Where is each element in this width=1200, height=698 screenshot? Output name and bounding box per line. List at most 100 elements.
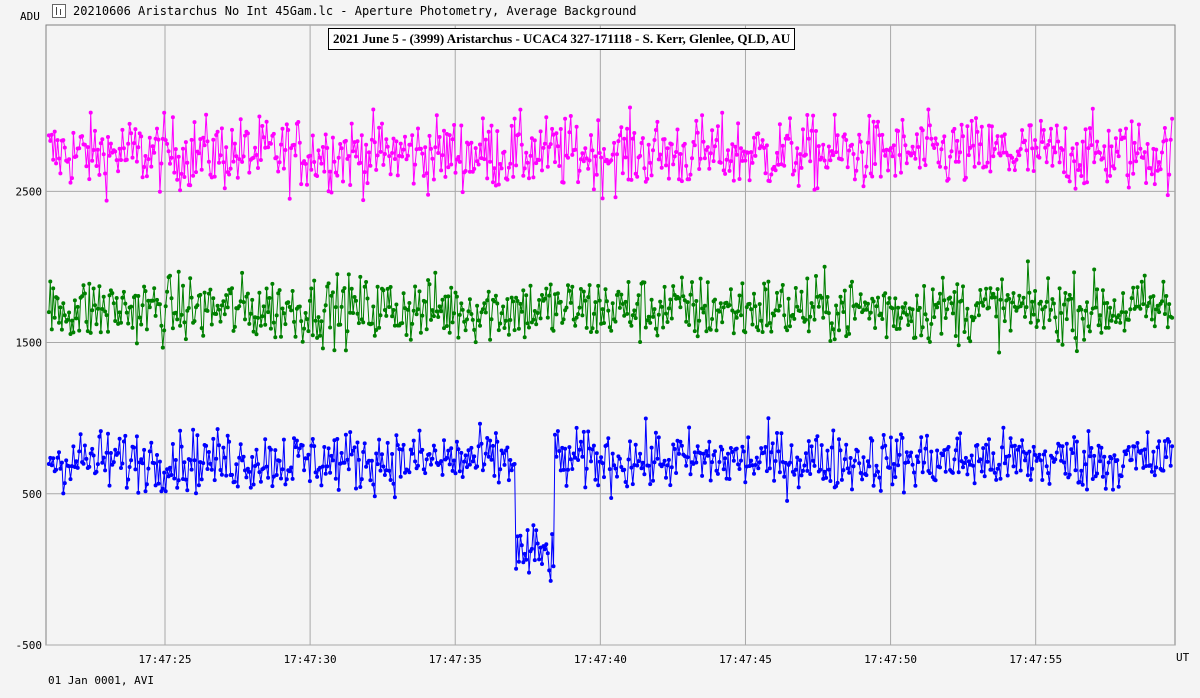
data-point: [121, 146, 126, 151]
data-point: [192, 458, 197, 463]
data-point: [613, 466, 618, 471]
data-point: [168, 273, 172, 278]
data-point: [1030, 146, 1035, 151]
data-point: [545, 315, 550, 320]
data-point: [769, 329, 774, 334]
data-point: [619, 465, 624, 469]
data-point: [413, 459, 418, 464]
data-point: [883, 291, 888, 296]
data-point: [720, 110, 725, 115]
data-point: [293, 445, 298, 450]
data-point: [413, 284, 418, 289]
data-point: [610, 301, 615, 306]
data-point: [499, 166, 504, 171]
data-point: [163, 138, 168, 143]
data-point: [391, 481, 396, 486]
data-point: [695, 130, 700, 135]
data-point: [1116, 154, 1121, 159]
data-point: [1102, 454, 1107, 459]
data-point: [678, 305, 683, 310]
data-point: [315, 174, 320, 178]
data-point: [698, 276, 703, 281]
data-point: [132, 445, 136, 450]
data-point: [1124, 310, 1128, 315]
data-point: [576, 312, 581, 317]
data-point: [498, 467, 503, 472]
data-point: [146, 157, 151, 162]
data-point: [545, 164, 550, 169]
data-point: [838, 448, 843, 453]
data-point: [1106, 460, 1111, 465]
data-point: [815, 434, 820, 439]
data-point: [1077, 163, 1082, 168]
data-point: [1023, 458, 1027, 463]
data-point: [91, 148, 96, 152]
data-point: [225, 305, 230, 310]
data-point: [1103, 167, 1108, 172]
x-tick-label: 17:47:50: [864, 653, 917, 666]
data-point: [646, 142, 651, 147]
data-point: [731, 178, 736, 183]
data-point: [917, 305, 922, 310]
data-point: [211, 137, 216, 142]
data-point: [401, 291, 406, 296]
data-point: [1125, 448, 1130, 453]
data-point: [134, 159, 139, 164]
data-point: [1034, 145, 1039, 150]
data-point: [465, 465, 469, 470]
data-point: [710, 128, 715, 133]
data-point: [671, 162, 676, 167]
data-point: [760, 138, 765, 143]
data-point: [394, 302, 399, 307]
data-point: [628, 439, 632, 444]
data-point: [762, 146, 767, 150]
data-point: [61, 301, 66, 306]
data-point: [241, 154, 246, 159]
data-point: [805, 468, 810, 473]
data-point: [71, 444, 76, 449]
data-point: [538, 316, 543, 321]
data-point: [1149, 469, 1154, 474]
data-point: [356, 457, 361, 462]
data-point: [310, 333, 315, 338]
data-point: [545, 551, 550, 556]
data-point: [899, 316, 903, 320]
data-point: [1111, 487, 1115, 492]
data-point: [1155, 303, 1160, 308]
data-point: [694, 118, 699, 123]
data-point: [417, 428, 422, 433]
data-point: [855, 156, 860, 161]
data-point: [307, 298, 312, 303]
data-point: [431, 443, 436, 448]
data-point: [831, 428, 836, 433]
data-point: [655, 333, 660, 338]
data-point: [891, 462, 896, 466]
data-point: [1040, 307, 1045, 312]
data-point: [97, 172, 102, 177]
data-point: [452, 458, 457, 463]
data-point: [873, 326, 878, 330]
data-point: [550, 126, 555, 131]
data-point: [465, 317, 469, 322]
data-point: [852, 458, 857, 463]
data-point: [1021, 449, 1026, 454]
data-point: [1041, 452, 1046, 457]
data-point: [854, 168, 859, 173]
data-point: [253, 145, 258, 150]
data-point: [352, 445, 357, 450]
data-point: [475, 303, 480, 308]
data-point: [218, 468, 223, 472]
data-point: [222, 455, 227, 460]
data-point: [710, 460, 715, 465]
data-point: [966, 459, 971, 464]
data-point: [94, 469, 99, 474]
data-point: [390, 314, 395, 319]
data-point: [217, 307, 221, 312]
data-point: [766, 416, 771, 421]
data-point: [541, 145, 546, 150]
data-point: [320, 145, 325, 149]
data-point: [444, 324, 449, 328]
data-point: [790, 172, 795, 177]
data-point: [890, 306, 895, 311]
